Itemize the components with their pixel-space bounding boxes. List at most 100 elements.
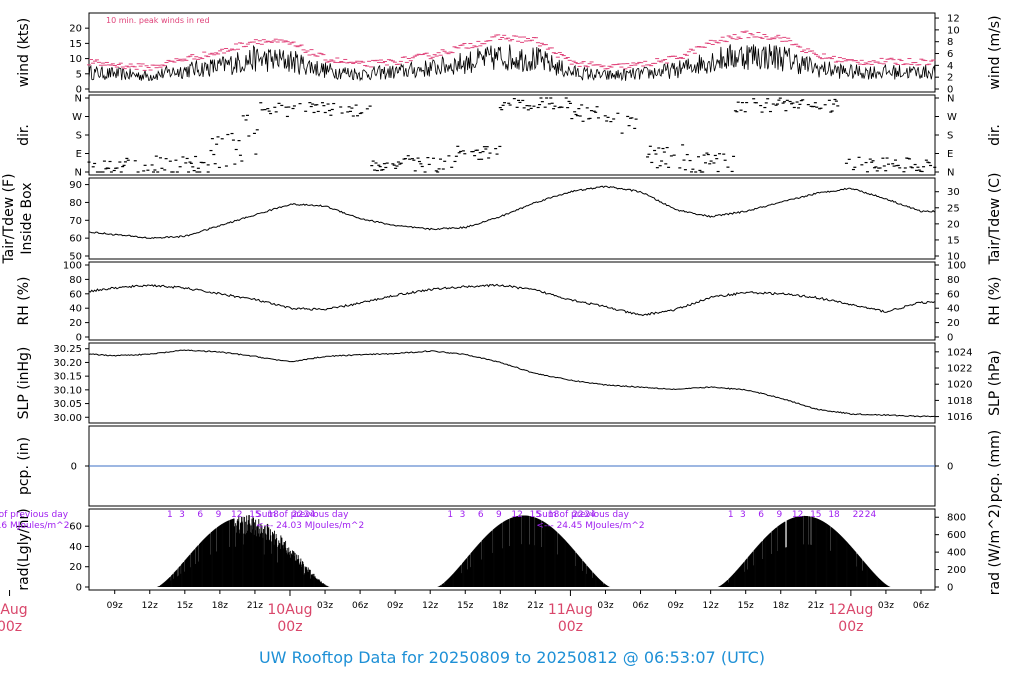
x-date-label: 9Aug: [0, 602, 28, 618]
rh-ytick-label: 80: [69, 275, 82, 286]
rad-ytick-label: 40: [69, 542, 82, 553]
x-tick-label: 09z: [667, 601, 683, 611]
x-tick-label: 18z: [492, 601, 508, 611]
wind-ytick-right-label: 2: [947, 73, 953, 84]
rh-ytick-label: 40: [69, 304, 82, 315]
slp-ytick-label: 30.10: [53, 385, 82, 396]
dir-ytick-right-label: N: [947, 94, 954, 105]
dir-ytick-right-label: N: [947, 168, 954, 179]
rad-hour-label: 9: [216, 510, 222, 520]
rad-hour-label: 18: [267, 510, 279, 520]
x-date-label: 12Aug: [828, 602, 873, 618]
rad-ytick-right-label: 400: [947, 548, 966, 559]
rad-hour-label: 22: [572, 510, 583, 520]
x-date-hour-label: 00z: [0, 619, 22, 635]
x-tick-label: 06z: [352, 601, 368, 611]
rad-hour-label: 1: [728, 510, 734, 520]
rh-ytick-right-label: 80: [947, 275, 960, 286]
rad-hour-label: 18: [548, 510, 560, 520]
x-tick-label: 03z: [597, 601, 613, 611]
slp-panel-frame: [88, 342, 936, 424]
slp-series-line: [88, 349, 935, 418]
chart-title: UW Rooftop Data for 20250809 to 20250812…: [258, 648, 766, 667]
dir-ytick-label: S: [76, 131, 82, 142]
rad-ytick-right-label: 800: [947, 513, 966, 524]
rad-hour-label: 6: [478, 510, 484, 520]
slp-ytick-label: 30.25: [53, 344, 82, 355]
pcp-ytick-right-label: 0: [947, 462, 953, 473]
wind-ytick-label: 15: [69, 39, 82, 50]
rad-ytick-label: 20: [69, 562, 82, 573]
temp-ytick-label: 70: [69, 216, 82, 227]
rad-ylabel-right: rad (W/m^2): [987, 504, 1003, 595]
slp-ytick-right-label: 1020: [947, 380, 972, 391]
temp-ytick-right-label: 20: [947, 219, 960, 230]
rad-hour-label: 15: [249, 510, 260, 520]
pcp-ytick-label: 0: [71, 462, 77, 473]
rh-ytick-label: 100: [63, 261, 82, 272]
rad-hour-label: 22: [853, 510, 864, 520]
x-tick-label: 12z: [142, 601, 158, 611]
rh-ytick-right-label: 40: [947, 304, 960, 315]
slp-ylabel-right: SLP (hPa): [987, 350, 1003, 416]
x-tick-label: 09z: [387, 601, 403, 611]
wind-ytick-right-label: 12: [947, 14, 960, 25]
wind-ytick-right-label: 8: [947, 37, 953, 48]
rh-ytick-right-label: 100: [947, 261, 966, 272]
temp-ytick-label: 50: [69, 252, 82, 263]
wind-ylabel-right: wind (m/s): [987, 15, 1003, 89]
wind-ytick-right-label: 4: [947, 61, 953, 72]
rad-ytick-right-label: 200: [947, 565, 966, 576]
rad-hour-label: 24: [584, 510, 596, 520]
slp-ytick-label: 30.20: [53, 358, 82, 369]
dir-ytick-label: N: [75, 168, 82, 179]
wind-ytick-label: 5: [76, 69, 82, 80]
x-date-label: 10Aug: [267, 602, 312, 618]
slp-ytick-label: 30.00: [53, 413, 82, 424]
rad-hour-label: 12: [231, 510, 242, 520]
wind-ytick-label: 20: [69, 24, 82, 35]
rad-note-top: Sum of previous day: [256, 510, 349, 520]
rad-hour-label: 15: [530, 510, 541, 520]
temp-panel-frame: [88, 177, 936, 260]
rad-hour-label: 3: [740, 510, 746, 520]
rh-ytick-label: 60: [69, 289, 82, 300]
slp-ylabel: SLP (inHg): [16, 347, 32, 420]
wind-ylabel: wind (kts): [16, 18, 32, 87]
x-tick-label: 09z: [107, 601, 123, 611]
rh-ytick-right-label: 20: [947, 318, 960, 329]
x-tick-label: 15z: [177, 601, 193, 611]
x-date-label: 11Aug: [548, 602, 593, 618]
rad-hour-label: 6: [758, 510, 764, 520]
temp-ylabel: Tair/Tdew (F): [1, 173, 17, 264]
x-tick-label: 06z: [632, 601, 648, 611]
temp-ytick-label: 90: [69, 180, 82, 191]
rad-panel-frame: [88, 508, 936, 591]
temp-ytick-right-label: 10: [947, 252, 960, 263]
temp-ytick-right-label: 30: [947, 187, 960, 198]
slp-ytick-right-label: 1016: [947, 412, 972, 423]
rh-ytick-right-label: 0: [947, 333, 953, 344]
rad-ytick-right-label: 0: [947, 583, 953, 594]
rad-hour-label: 15: [810, 510, 821, 520]
temp-ytick-right-label: 15: [947, 235, 960, 246]
x-tick-label: 15z: [738, 601, 754, 611]
rad-ytick-right-label: 600: [947, 530, 966, 541]
rh-ylabel: RH (%): [16, 277, 32, 326]
rad-note-bottom: <--- 24.45 MJoules/m^2: [536, 521, 644, 531]
x-tick-label: 18z: [212, 601, 228, 611]
rh-ytick-label: 20: [69, 318, 82, 329]
x-tick-label: 21z: [247, 601, 263, 611]
temp-ylabel-inside-box: Inside Box: [19, 182, 35, 254]
x-tick-label: 18z: [773, 601, 789, 611]
x-tick-label: 21z: [808, 601, 824, 611]
rad-note-top: Sum of previous day: [536, 510, 629, 520]
pcp-ylabel: pcp. (in): [16, 437, 32, 495]
rad-day-1: [156, 515, 330, 587]
dir-ylabel: dir.: [16, 124, 32, 146]
slp-ytick-label: 30.15: [53, 372, 82, 383]
wind-ytick-right-label: 6: [947, 49, 953, 60]
dir-ylabel-right: dir.: [987, 124, 1003, 146]
rad-day-3: [717, 515, 891, 587]
rad-note-bottom: <--- 16 MJoules/m^2: [0, 521, 69, 531]
